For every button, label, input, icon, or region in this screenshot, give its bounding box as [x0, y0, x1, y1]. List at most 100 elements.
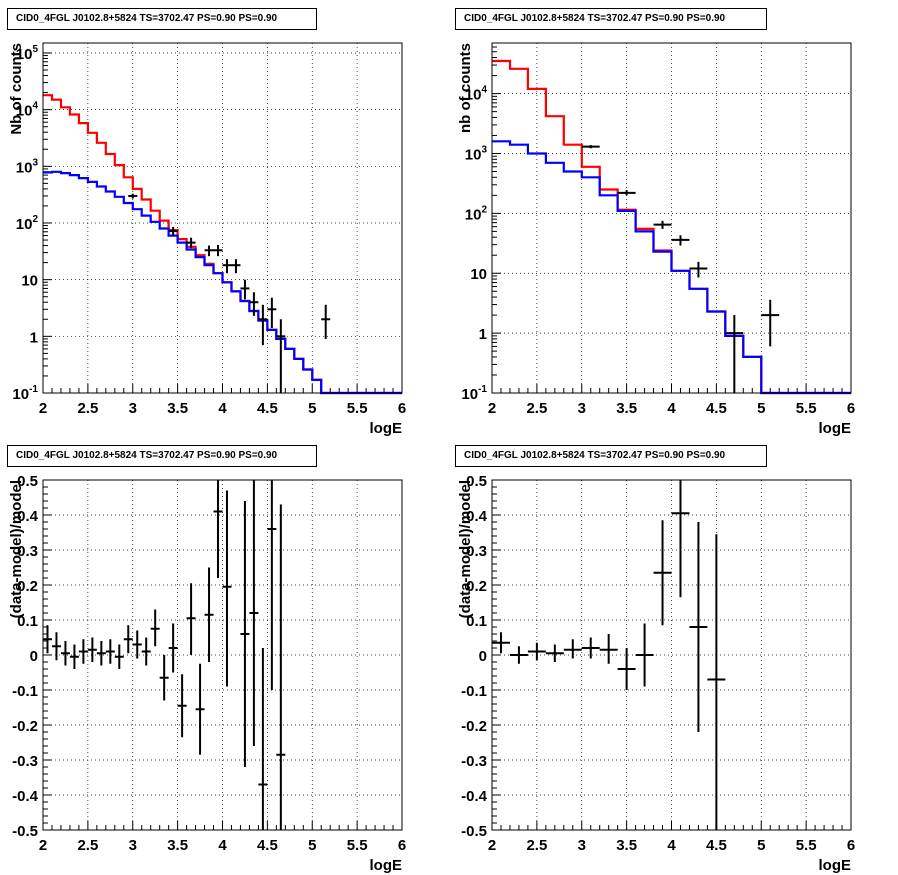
- y-tick-label: 0.1: [466, 613, 487, 630]
- plot-frame: [491, 42, 852, 394]
- y-tick-label: 0.5: [466, 473, 487, 490]
- y-tick-label: 1: [30, 329, 38, 346]
- data-point: [581, 145, 600, 149]
- minor-ticks: [42, 52, 403, 394]
- y-tick-label: 0.4: [17, 508, 39, 525]
- data-point: [240, 501, 250, 767]
- data-point: [653, 220, 672, 229]
- x-tick-label: 5.5: [347, 837, 368, 854]
- y-tick-label: 102: [465, 204, 488, 223]
- x-tick-label: 3.5: [167, 837, 188, 854]
- y-axis-title: Nb of counts: [8, 43, 25, 135]
- panel-4-title: CID0_4FGL J0102.8+5824 TS=3702.47 PS=0.9…: [455, 445, 767, 467]
- data-point: [204, 567, 214, 662]
- data-point: [204, 245, 214, 257]
- histogram-series-2: [492, 140, 851, 395]
- panel-2: 2 2.5 3 3.5 4 4.5 5 5.5 6 10-1 1 10 102 103 104 logE nb …: [457, 42, 855, 437]
- y-tick-label: 10-1: [12, 384, 38, 403]
- x-tick-label: 5: [308, 837, 316, 854]
- data-point: [150, 609, 160, 647]
- panel-1: 2 2.5 3 3.5 4 4.5 5 5.5 6 10-1 1 10 102 103 104 105 logE…: [8, 42, 406, 437]
- data-point: [222, 259, 232, 274]
- data-point: [114, 644, 124, 669]
- y-tick-label: 0.2: [466, 578, 487, 595]
- y-tick-label: -0.5: [461, 823, 487, 840]
- data-point: [249, 480, 259, 746]
- x-tick-label: 3: [129, 400, 137, 417]
- data-point: [761, 299, 780, 347]
- grid: [492, 480, 851, 830]
- data-point: [581, 637, 600, 659]
- y-axis-title: (data-model)/model: [457, 480, 474, 618]
- y-tick-label: 102: [16, 214, 39, 233]
- y-tick-label: 0.3: [466, 543, 487, 560]
- data-point: [267, 297, 277, 329]
- data-point: [159, 655, 169, 701]
- y-tick-label: 103: [16, 157, 39, 176]
- x-tick-label: 6: [847, 400, 855, 417]
- panel-2-title: CID0_4FGL J0102.8+5824 TS=3702.47 PS=0.9…: [455, 8, 767, 30]
- data-point: [78, 639, 88, 664]
- data-point: [527, 642, 546, 661]
- x-tick-label: 4: [667, 400, 676, 417]
- y-tick-label: 0.4: [466, 508, 488, 525]
- data-point: [671, 480, 690, 598]
- y-tick-label: 0.2: [17, 578, 38, 595]
- data-point: [689, 261, 708, 278]
- y-tick-label: -0.2: [12, 718, 38, 735]
- y-tick-label: 0.5: [17, 473, 38, 490]
- y-tick-label: -0.1: [461, 683, 487, 700]
- x-tick-label: 2.5: [526, 837, 547, 854]
- x-tick-label: 4: [218, 400, 227, 417]
- y-tick-label: -0.5: [12, 823, 38, 840]
- y-tick-label: 10-1: [461, 384, 487, 403]
- data-point: [725, 315, 744, 393]
- x-tick-label: 5: [757, 837, 765, 854]
- y-tick-label: 10: [470, 266, 487, 283]
- x-tick-label: 3.5: [167, 400, 188, 417]
- data-point: [132, 630, 142, 659]
- x-tick-label: 3: [578, 400, 586, 417]
- plot-frame: [491, 479, 852, 831]
- x-tick-label: 3: [129, 837, 137, 854]
- data-point: [276, 319, 286, 393]
- data-point: [60, 641, 70, 666]
- x-tick-label: 5: [757, 400, 765, 417]
- minor-ticks: [491, 479, 852, 831]
- data-point: [123, 625, 133, 654]
- panel-1-title: CID0_4FGL J0102.8+5824 TS=3702.47 PS=0.9…: [7, 8, 317, 30]
- x-tick-label: 2.5: [526, 400, 547, 417]
- x-tick-label: 6: [847, 837, 855, 854]
- data-point: [96, 641, 106, 666]
- y-tick-label: -0.1: [12, 683, 38, 700]
- y-tick-label: -0.3: [461, 753, 487, 770]
- data-point: [168, 226, 178, 236]
- data-point: [671, 235, 690, 246]
- data-point: [141, 637, 151, 666]
- plot-frame: [42, 42, 403, 394]
- x-axis-title: logE: [819, 857, 852, 874]
- y-tick-label: 0.1: [17, 613, 38, 630]
- data-point: [222, 490, 232, 687]
- data-point: [321, 304, 331, 339]
- data-point: [69, 644, 79, 669]
- data-point: [128, 193, 138, 199]
- x-tick-label: 2: [488, 400, 496, 417]
- data-point: [231, 259, 241, 274]
- panel-3-title: CID0_4FGL J0102.8+5824 TS=3702.47 PS=0.9…: [7, 445, 317, 467]
- panel-4: 2 2.5 3 3.5 4 4.5 5 5.5 6 -0.5 -0.4 -0.3 -0.2 -0.1 0 0.…: [457, 473, 855, 874]
- x-tick-label: 2: [39, 400, 47, 417]
- data-point: [689, 522, 708, 732]
- x-tick-label: 3.5: [616, 837, 637, 854]
- x-tick-label: 6: [398, 400, 406, 417]
- y-tick-label: 1: [479, 326, 487, 343]
- y-tick-label: -0.4: [461, 788, 488, 805]
- x-tick-label: 5.5: [796, 400, 817, 417]
- data-point: [617, 648, 636, 690]
- data-point: [707, 534, 726, 830]
- data-point: [258, 648, 268, 830]
- x-tick-label: 2.5: [77, 400, 98, 417]
- x-axis-title: logE: [370, 857, 403, 874]
- x-tick-label: 3: [578, 837, 586, 854]
